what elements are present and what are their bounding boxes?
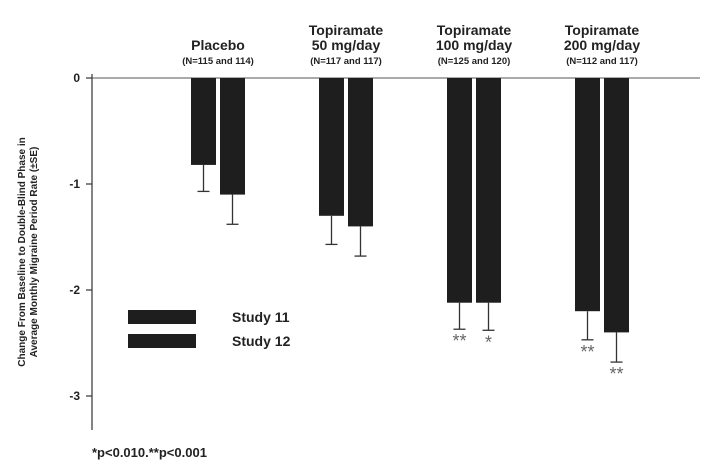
legend-label: Study 12 (232, 333, 291, 349)
y-tick-label: 0 (73, 71, 80, 85)
y-tick-label: -3 (69, 389, 80, 403)
group-n-label: (N=117 and 117) (310, 56, 382, 67)
group-title: 50 mg/day (312, 37, 381, 53)
group-title: Placebo (191, 37, 245, 53)
group-title: Topiramate (437, 22, 512, 38)
bar-study-11 (447, 78, 472, 303)
bar-study-11 (319, 78, 344, 216)
bar-study-11 (575, 78, 600, 312)
significance-marker: ** (452, 331, 466, 351)
footnote: *p<0.010.**p<0.001 (92, 445, 207, 460)
group-n-label: (N=115 and 114) (182, 56, 254, 67)
significance-marker: ** (580, 342, 594, 362)
legend-label: Study 11 (232, 309, 290, 325)
group-n-label: (N=112 and 117) (566, 56, 638, 67)
bar-study-12 (348, 78, 373, 227)
legend-swatch (128, 334, 196, 348)
group-title: 200 mg/day (564, 37, 640, 53)
y-tick-label: -1 (69, 177, 80, 191)
group-title: Topiramate (565, 22, 640, 38)
group-title: 100 mg/day (436, 37, 512, 53)
bar-study-11 (191, 78, 216, 165)
bar-study-12 (220, 78, 245, 195)
legend-swatch (128, 310, 196, 324)
significance-marker: ** (609, 364, 623, 384)
bar-study-12 (604, 78, 629, 333)
y-axis-label: Average Monthly Migraine Period Rate (±S… (29, 147, 40, 358)
group-n-label: (N=125 and 120) (438, 56, 511, 67)
bar-study-12 (476, 78, 501, 303)
y-tick-label: -2 (69, 283, 80, 297)
group-title: Topiramate (309, 22, 384, 38)
significance-marker: * (485, 332, 492, 352)
y-axis-label: Change From Baseline to Double-Blind Pha… (17, 137, 28, 366)
